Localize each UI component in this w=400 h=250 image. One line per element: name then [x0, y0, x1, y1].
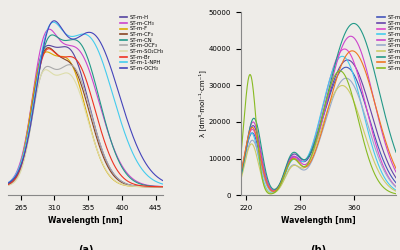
X-axis label: Wavelength [nm]: Wavelength [nm] [281, 216, 356, 225]
Text: (a): (a) [78, 246, 93, 250]
Text: (b): (b) [310, 246, 326, 250]
Legend: ST-m-H, ST-m-CH₃, ST-m-F, ST-m-CF₃, ST-m-CN, ST-m-OCF₃, ST-m-SO₂CH₃, ST-m-Br, ST: ST-m-H, ST-m-CH₃, ST-m-F, ST-m-CF₃, ST-m… [120, 15, 164, 71]
Legend: ST-m-H, ST-m-CH₃, ST-m-F, ST-m-CF₃, ST-m-CN, ST-m-OCF₃, ST-m-SO₂CH₃, ST-m-Br, ST: ST-m-H, ST-m-CH₃, ST-m-F, ST-m-CF₃, ST-m… [377, 15, 400, 71]
Y-axis label: λ [dm³·mol⁻¹·cm⁻¹]: λ [dm³·mol⁻¹·cm⁻¹] [198, 70, 206, 137]
X-axis label: Wavelength [nm]: Wavelength [nm] [48, 216, 123, 225]
